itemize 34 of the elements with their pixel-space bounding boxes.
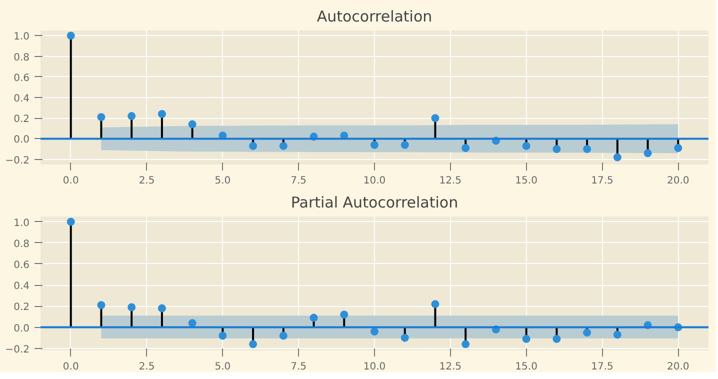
y-tick-label: 0.8 [14,238,30,250]
x-tick-label: 20.0 [667,362,690,372]
y-tick-label: 0.8 [14,52,30,64]
x-tick-label: 5.0 [214,176,231,186]
x-tick-label: 10.0 [363,362,386,372]
y-tick-label: 0.4 [14,94,30,104]
y-tick-label: 1.0 [14,32,30,43]
x-tick-label: 12.5 [439,362,462,372]
x-tick-label: 17.5 [591,176,614,186]
x-tick-label: 12.5 [439,176,462,186]
y-tick-label: −0.2 [5,155,30,166]
x-tick-label: 2.5 [138,362,155,372]
x-tick-label: 20.0 [667,176,690,186]
x-tick-label: 15.0 [515,176,538,186]
y-tick-label: 0.2 [14,302,30,314]
x-tick-label: 7.5 [290,176,307,186]
x-tick-label: 17.5 [591,362,614,372]
chart-title: Partial Autocorrelation [290,194,458,212]
x-tick-label: 10.0 [363,176,386,186]
y-tick-label: 0.2 [14,114,30,126]
x-tick-label: 15.0 [515,362,538,372]
y-tick-label: 0.6 [14,260,30,271]
chart-title: Autocorrelation [316,8,432,26]
y-tick-label: 0.0 [14,323,30,334]
x-tick-label: 2.5 [138,176,155,186]
x-tick-label: 0.0 [62,176,79,186]
y-tick-label: −0.2 [5,344,30,356]
x-tick-label: 5.0 [214,362,231,372]
x-tick-label: 0.0 [62,362,79,372]
x-tick-label: 7.5 [290,362,307,372]
y-tick-label: 0.0 [14,134,30,146]
y-tick-label: 0.4 [14,281,30,292]
y-tick-label: 1.0 [14,218,30,229]
y-tick-label: 0.6 [14,72,30,84]
